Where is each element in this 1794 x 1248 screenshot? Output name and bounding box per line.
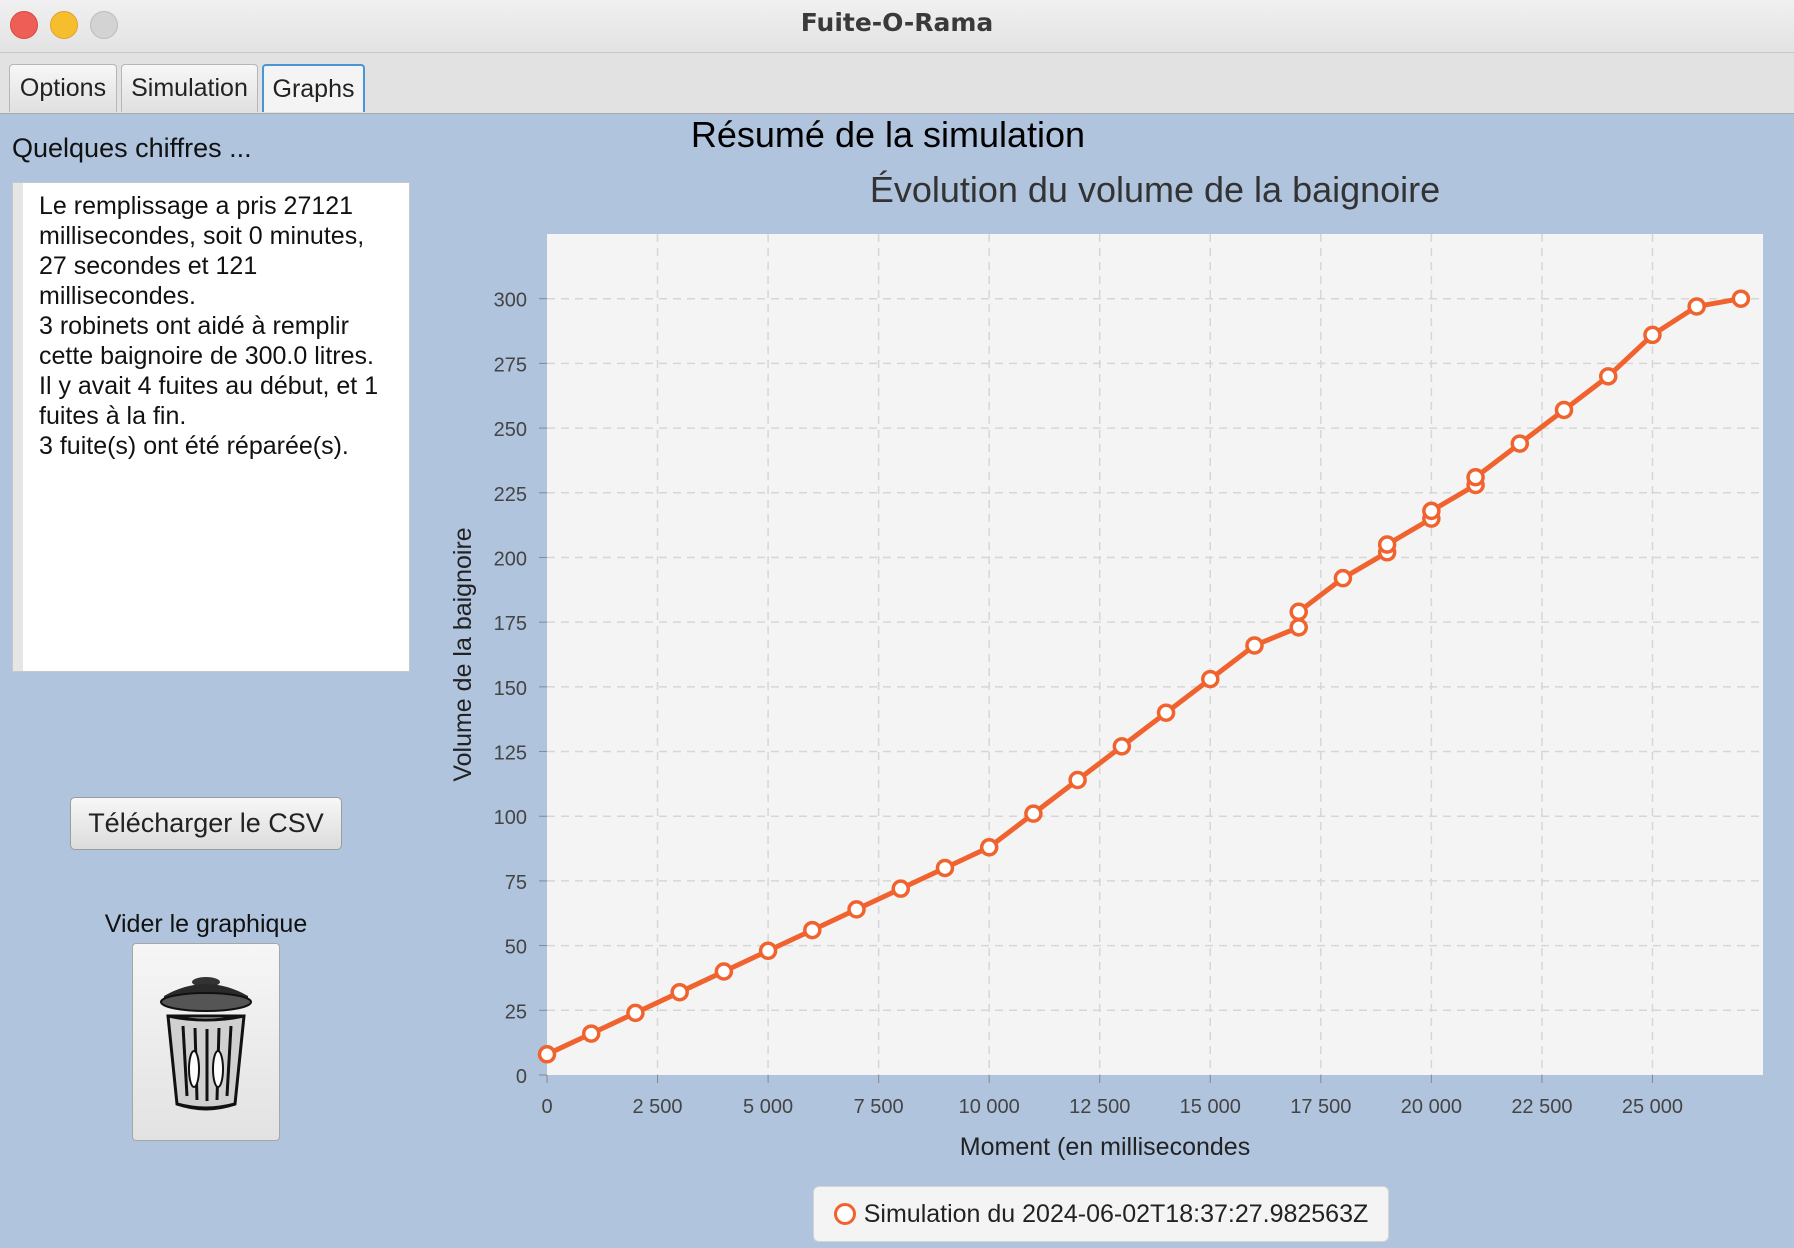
tab-options[interactable]: Options: [9, 64, 117, 112]
data-point: [1554, 400, 1574, 420]
data-point: [537, 1045, 557, 1064]
data-point: [1422, 501, 1441, 521]
y-tick-label: 0: [516, 1066, 527, 1088]
download-csv-button[interactable]: Télécharger le CSV: [70, 797, 342, 850]
trash-can-icon: [160, 977, 252, 1111]
tab-bar: Options Simulation Graphs: [0, 53, 1794, 114]
data-point: [847, 900, 866, 919]
page-title: Résumé de la simulation: [690, 114, 1086, 155]
window-title: Fuite-O-Rama: [800, 8, 994, 37]
data-point: [758, 941, 778, 961]
x-tick-label: 22 500: [1511, 1096, 1572, 1118]
y-tick-label: 250: [494, 419, 527, 441]
data-point: [714, 962, 734, 981]
data-point: [1024, 804, 1043, 823]
summary-text: Le remplissage a pris 27121 milliseconde…: [39, 192, 379, 460]
data-point: [1377, 535, 1397, 554]
data-point: [1156, 703, 1176, 722]
data-point: [1643, 325, 1662, 345]
y-tick-label: 125: [494, 743, 527, 765]
x-tick-label: 20 000: [1401, 1096, 1462, 1118]
x-tick-label: 25 000: [1622, 1096, 1683, 1118]
data-point: [626, 1003, 645, 1023]
y-tick-label: 100: [494, 807, 527, 829]
x-tick-label: 10 000: [959, 1096, 1020, 1118]
x-tick-label: 15 000: [1180, 1096, 1241, 1118]
data-point: [979, 838, 999, 857]
summary-label: Quelques chiffres ...: [12, 133, 252, 163]
data-point: [1687, 297, 1706, 316]
y-axis-label: Volume de la baignoire: [449, 527, 477, 781]
data-point: [1466, 467, 1485, 487]
chart-legend: Simulation du 2024-06-02T18:37:27.982563…: [813, 1186, 1389, 1242]
summary-text-area[interactable]: Le remplissage a pris 27121 milliseconde…: [12, 182, 410, 672]
y-tick-label: 25: [505, 1001, 527, 1023]
y-tick-label: 225: [494, 484, 527, 506]
data-point: [1333, 568, 1353, 588]
close-window-button[interactable]: [10, 11, 38, 39]
x-tick-label: 5 000: [743, 1096, 793, 1118]
title-bar: Fuite-O-Rama: [0, 0, 1794, 53]
tab-simulation[interactable]: Simulation: [121, 64, 258, 112]
data-point: [891, 879, 910, 898]
data-point: [1289, 618, 1308, 637]
data-point: [1201, 669, 1220, 689]
y-tick-label: 175: [494, 613, 527, 635]
tab-graphs[interactable]: Graphs: [262, 64, 365, 112]
legend-label: Simulation du 2024-06-02T18:37:27.982563…: [863, 1199, 1369, 1228]
data-point: [1245, 636, 1264, 655]
y-tick-label: 150: [494, 678, 527, 700]
data-point: [1068, 770, 1087, 790]
data-point: [935, 858, 955, 878]
x-tick-label: 7 500: [854, 1096, 904, 1118]
x-tick-label: 2 500: [633, 1096, 683, 1118]
data-point: [1112, 737, 1132, 756]
y-tick-label: 50: [505, 937, 527, 959]
plot-area: [547, 234, 1763, 1075]
x-tick-label: 17 500: [1290, 1096, 1351, 1118]
data-point: [1510, 434, 1530, 453]
y-tick-label: 275: [494, 354, 527, 376]
clear-chart-button[interactable]: [132, 943, 280, 1141]
y-tick-label: 75: [505, 872, 527, 894]
data-point: [1731, 289, 1751, 308]
volume-chart: Évolution du volume de la baignoire 0 25 50…: [449, 169, 1763, 1161]
clear-chart-label: Vider le graphique: [104, 910, 308, 938]
y-tick-label: 200: [494, 548, 527, 570]
data-point: [803, 920, 822, 940]
data-point: [1289, 602, 1308, 622]
data-point: [581, 1024, 601, 1043]
y-tick-label: 300: [494, 290, 527, 312]
zoom-window-button[interactable]: [90, 11, 118, 39]
legend-symbol: [833, 1203, 856, 1225]
x-tick-label: 0: [541, 1096, 552, 1118]
x-tick-label: 12 500: [1069, 1096, 1130, 1118]
chart-title: Évolution du volume de la baignoire: [870, 169, 1440, 210]
data-point: [670, 982, 689, 1002]
minimize-window-button[interactable]: [50, 11, 78, 39]
x-axis-label: Moment (en millisecondes: [960, 1133, 1250, 1161]
data-point: [1598, 367, 1618, 386]
